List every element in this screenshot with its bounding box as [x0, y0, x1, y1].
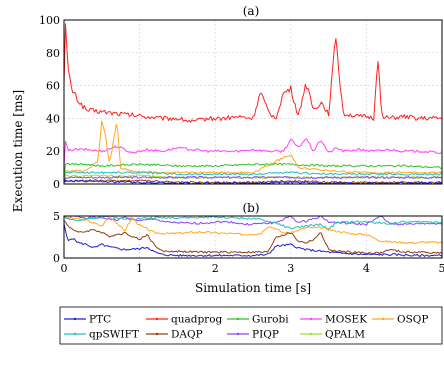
legend-items: PTC quadprog Gurobi MOSEK OSQP qpSWIFT DAQP PIQ… [64, 314, 428, 341]
x-tick-label: 1 [136, 262, 143, 275]
series-line-qpswift-a [63, 171, 443, 181]
panel-b-border [63, 215, 443, 259]
y-tick-label: 5 [53, 210, 60, 223]
series-line-quadprog-a [63, 23, 443, 123]
series-line-osqp-b [63, 215, 443, 244]
legend-marker-daqp [155, 332, 159, 336]
legend-label-qpswift: qpSWIFT [89, 329, 139, 341]
legend-marker-piqp [236, 332, 240, 336]
legend-box [59, 306, 443, 345]
legend: PTC quadprog Gurobi MOSEK OSQP qpSWIFT DAQP PIQ… [59, 306, 443, 345]
y-tick-label: 0 [53, 178, 60, 191]
panel-b: (b) 0 5 0 1 2 3 4 5 Simulation time [s] [53, 201, 444, 295]
legend-marker-qpalm [309, 332, 313, 336]
x-tick-label: 5 [439, 262, 444, 275]
legend-label-daqp: DAQP [171, 329, 203, 341]
series-line-mosek-a [63, 138, 443, 167]
y-tick-label: 100 [39, 14, 60, 27]
y-tick-label: 60 [46, 80, 60, 93]
legend-label-mosek: MOSEK [325, 314, 367, 326]
x-axis-label: Simulation time [s] [195, 281, 311, 295]
panel-a-title: (a) [243, 4, 260, 18]
y-tick-label: 0 [53, 252, 60, 265]
y-tick-label: 40 [46, 112, 60, 125]
legend-marker-ptc [73, 317, 77, 321]
panel-b-series [63, 215, 443, 257]
legend-label-qpalm: QPALM [325, 329, 365, 341]
y-tick-label: 80 [46, 47, 60, 60]
x-tick-label: 3 [287, 262, 294, 275]
x-tick-label: 0 [61, 262, 68, 275]
panel-a-series [63, 23, 443, 185]
series-line-piqp-a [63, 176, 443, 182]
panel-b-ticks: 0 5 0 1 2 3 4 5 [53, 210, 444, 275]
legend-marker-quadprog [155, 317, 159, 321]
series-line-gurobi-a [63, 162, 443, 176]
series-line-piqp-b [63, 215, 443, 226]
series-line-qpswift-b [63, 215, 443, 231]
series-line-ptc-a [63, 179, 443, 185]
panel-a-frame [64, 20, 442, 184]
legend-marker-qpswift [73, 332, 77, 336]
panel-a-y-ticks: 0 20 40 60 80 100 [39, 14, 60, 191]
panel-a: (a) 0 20 40 60 80 100 Execution time [ms] [11, 4, 443, 212]
panel-a-border [63, 19, 443, 185]
series-line-daqp-b [63, 220, 443, 255]
legend-label-quadprog: quadprog [171, 314, 223, 326]
panel-b-title: (b) [242, 201, 259, 215]
series-line-ptc-b [63, 223, 443, 257]
x-tick-label: 2 [212, 262, 219, 275]
legend-label-osqp: OSQP [397, 314, 428, 326]
legend-label-ptc: PTC [89, 314, 111, 326]
x-tick-label: 4 [363, 262, 370, 275]
legend-label-gurobi: Gurobi [252, 314, 289, 326]
legend-marker-mosek [309, 317, 313, 321]
y-axis-label: Execution time [ms] [11, 90, 25, 212]
legend-marker-osqp [381, 317, 385, 321]
legend-marker-gurobi [236, 317, 240, 321]
legend-label-piqp: PIQP [252, 329, 279, 341]
y-tick-label: 20 [46, 145, 60, 158]
